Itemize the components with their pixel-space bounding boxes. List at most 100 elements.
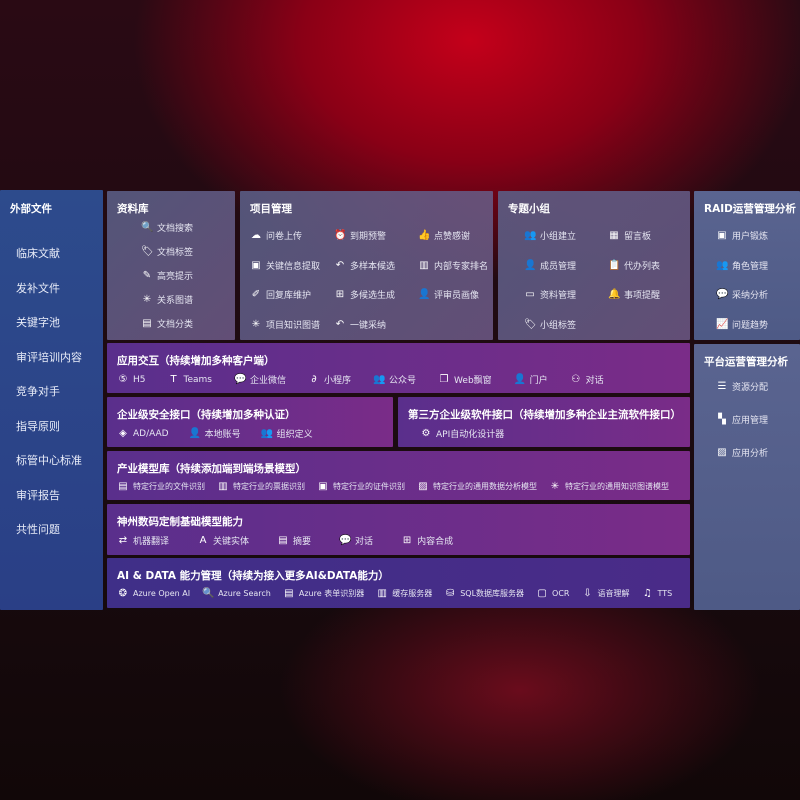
base-item[interactable]: ⊞ 内容合成 [401,534,453,547]
industry-item[interactable]: ▨ 特定行业的通用数据分析模型 [417,481,537,492]
app-panel: 应用交互（持续增加多种客户端） ⑤ H5 T Teams 💬 企业微信 ∂ 小程序 👥 公众号 ❐ We… [107,343,690,393]
wecom-icon: 💬 [233,374,247,385]
project-item[interactable]: ↶ 多样本候选 [334,259,395,272]
platform-item[interactable]: ▚ 应用管理 [716,413,768,426]
item-label: 文档分类 [157,320,194,330]
item-label: Azure 表单识别器 [298,589,365,598]
app-item[interactable]: ⚇ 对话 [570,373,604,386]
extract-icon: ▣ [251,259,261,271]
thirdparty-item[interactable]: ⚙ API自动化设计器 [420,427,505,440]
sidebar-item[interactable]: 临床文献 [16,247,60,260]
platform-item[interactable]: ☰ 资源分配 [716,380,769,393]
sidebar-item[interactable]: 关键字池 [16,316,60,329]
project-item[interactable]: ▥ 内部专家排名 [418,259,488,272]
aidata-item[interactable]: ▤ Azure 表单识别器 [283,588,364,599]
app-item[interactable]: T Teams [168,373,212,386]
group-item[interactable]: 🏷 小组标签 [524,318,576,331]
aidata-item[interactable]: ❂ Azure Open AI [117,588,190,599]
item-label: 项目知识图谱 [266,320,321,331]
app-item[interactable]: 👥 公众号 [373,373,416,386]
item-label: 小组建立 [540,232,577,242]
industry-item[interactable]: ▥ 特定行业的票据识别 [217,481,305,492]
app-item[interactable]: 👤 门户 [514,373,548,386]
item-label: 关键信息提取 [266,261,321,272]
item-label: 回复库维护 [266,291,312,301]
item-label: OCR [552,589,570,598]
sidebar-item[interactable]: 审评培训内容 [16,350,82,364]
raid-item[interactable]: 💬 采纳分析 [716,288,768,301]
app-item[interactable]: 💬 企业微信 [234,373,286,386]
project-item[interactable]: ✳ 项目知识图谱 [250,318,320,331]
item-label: Web飘窗 [454,376,492,386]
item-label: 评审员画像 [434,291,480,301]
app-item[interactable]: ❐ Web飘窗 [438,373,492,386]
project-item[interactable]: 👍 点赞感谢 [418,229,470,242]
aidata-item[interactable]: ⇩ 语音理解 [582,588,629,599]
library-item[interactable]: ✳ 关系图谱 [141,293,193,306]
project-title: 项目管理 [250,203,292,215]
raid-panel: RAID运营管理分析 ▣ 用户锻炼 👥 角色管理 💬 采纳分析 📈 问题趋势 [694,191,800,340]
sidebar-item[interactable]: 审评报告 [16,488,60,502]
sidebar-item[interactable]: 指导原则 [16,419,60,433]
aidata-item[interactable]: ▥ 缓存服务器 [376,588,432,599]
item-label: 点赞感谢 [434,232,471,242]
group-item[interactable]: 👤 成员管理 [524,259,576,272]
library-item[interactable]: ▤ 文档分类 [141,317,193,330]
base-item[interactable]: A 关键实体 [197,534,249,547]
industry-item[interactable]: ✳ 特定行业的通用知识图谱模型 [549,481,669,492]
thirdparty-panel: 第三方企业级软件接口（持续增加多种企业主流软件接口） ⚙ API自动化设计器 [398,397,690,447]
library-item[interactable]: 🔍 文档搜索 [141,221,193,234]
sidebar-item[interactable]: 标管中心标准 [16,454,82,467]
app-item[interactable]: ∂ 小程序 [308,373,351,386]
item-label: 代办列表 [624,261,661,272]
project-item[interactable]: ⊞ 多候选生成 [334,288,395,301]
security-item[interactable]: 👥 组织定义 [261,427,313,440]
platform-item[interactable]: ▨ 应用分析 [716,446,768,459]
group-item[interactable]: 🔔 事项提醒 [608,288,660,301]
item-label: 摘要 [293,537,312,547]
chat-icon: ⚇ [571,374,581,385]
item-label: 资源分配 [732,383,769,393]
base-item[interactable]: ▤ 摘要 [277,534,311,547]
item-label: 公众号 [389,376,417,386]
project-item[interactable]: ☁ 问卷上传 [250,229,302,242]
item-label: 本地账号 [204,430,241,440]
item-label: 缓存服务器 [392,589,433,598]
aidata-item[interactable]: ⛁ SQL数据库服务器 [444,588,524,599]
aidata-item[interactable]: ▢ OCR [536,588,569,599]
item-label: Azure Open AI [133,589,191,598]
aidata-item[interactable]: 🔍 Azure Search [202,588,271,599]
project-item[interactable]: ⏰ 到期预警 [334,229,386,242]
base-item[interactable]: ⇄ 机器翻译 [117,534,169,547]
graph-icon: ✳ [142,294,152,305]
security-item[interactable]: ◈ AD/AAD [117,427,168,440]
bbs-icon: ▦ [609,230,619,241]
group-item[interactable]: ▭ 资料管理 [524,288,576,301]
item-label: 问卷上传 [266,232,303,242]
library-item[interactable]: 🏷 文档标签 [141,245,193,258]
base-item[interactable]: 💬 对话 [339,534,373,547]
sidebar-item[interactable]: 竞争对手 [16,385,60,398]
clipboard-icon: 📋 [608,259,621,271]
project-item[interactable]: ▣ 关键信息提取 [250,259,320,272]
sidebar-item[interactable]: 共性问题 [16,523,60,536]
group-icon: 👥 [524,230,537,241]
raid-item[interactable]: 👥 角色管理 [716,259,768,272]
industry-item[interactable]: ▤ 特定行业的文件识别 [117,481,205,492]
library-item[interactable]: ✎ 高亮提示 [141,269,193,282]
group-item[interactable]: ▦ 留言板 [608,229,651,242]
group-item[interactable]: 📋 代办列表 [608,259,660,272]
sidebar-item[interactable]: 发补文件 [16,281,60,295]
industry-item[interactable]: ▣ 特定行业的证件识别 [317,481,405,492]
group-item[interactable]: 👥 小组建立 [524,229,576,242]
raid-item[interactable]: 📈 问题趋势 [716,318,768,331]
project-item[interactable]: 👤 评审员画像 [418,288,479,301]
raid-item[interactable]: ▣ 用户锻炼 [716,229,768,242]
aidata-item[interactable]: ♫ TTS [642,588,672,599]
project-item[interactable]: ↶ 一键采纳 [334,318,386,331]
project-item[interactable]: ✐ 回复库维护 [250,288,311,301]
miniprogram-icon: ∂ [311,374,317,385]
app-item[interactable]: ⑤ H5 [117,373,146,386]
sidebar-title: 外部文件 [10,203,52,215]
security-item[interactable]: 👤 本地账号 [189,427,241,440]
